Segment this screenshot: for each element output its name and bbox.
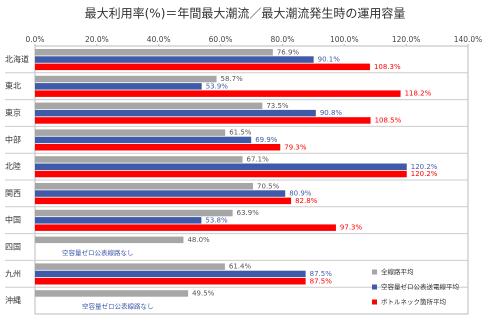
x-tick-label: 120.0% — [392, 35, 421, 44]
y-tick-label: 関西 — [5, 189, 21, 198]
value-label: 58.7% — [221, 75, 244, 83]
legend-label: ボトルネック箇所平均 — [381, 297, 447, 306]
bar — [35, 270, 306, 278]
value-label: 87.5% — [310, 277, 333, 285]
y-tick-label: 中国 — [5, 215, 21, 225]
x-tick-label: 60.0% — [209, 35, 233, 44]
bar — [35, 236, 184, 244]
legend-marker — [372, 299, 377, 305]
bar — [35, 290, 189, 297]
value-label: 76.9% — [277, 48, 300, 56]
x-tick-label: 140.0% — [454, 35, 483, 44]
bar — [35, 183, 254, 190]
y-tick-label: 北陸 — [5, 161, 21, 171]
value-label: 108.5% — [375, 116, 402, 124]
y-tick-label: 四国 — [5, 243, 21, 252]
bar — [35, 109, 316, 117]
value-label: 61.4% — [229, 263, 252, 271]
bar — [35, 129, 226, 136]
bar — [35, 90, 401, 97]
legend-label: 空容量ゼロ公表送電線平均 — [381, 282, 460, 291]
bar — [35, 144, 281, 151]
value-label: 67.1% — [247, 155, 270, 163]
bar — [35, 63, 370, 71]
value-label: 97.3% — [340, 224, 363, 232]
value-label: 70.5% — [257, 182, 280, 190]
bar — [35, 75, 217, 83]
bar — [35, 190, 286, 197]
x-tick-label: 20.0% — [85, 35, 109, 44]
x-tick-label: 100.0% — [330, 35, 359, 44]
value-label: 53.9% — [206, 82, 229, 90]
y-tick-label: 沖縄 — [5, 295, 21, 305]
value-label: 90.1% — [318, 56, 341, 64]
x-tick-label: 80.0% — [271, 35, 295, 44]
value-label: 118.2% — [405, 90, 432, 98]
bar — [35, 217, 202, 224]
bar — [35, 136, 252, 144]
bar — [35, 156, 243, 163]
bar — [35, 83, 202, 90]
bar — [35, 117, 371, 124]
bar — [35, 102, 263, 110]
annotation: 空容量ゼロ公表線路なし — [62, 248, 134, 257]
y-tick-label: 東北 — [5, 81, 21, 91]
value-label: 48.0% — [187, 236, 210, 244]
bar — [35, 197, 292, 205]
value-label: 87.5% — [310, 270, 333, 278]
bar — [35, 170, 407, 178]
chart-title: 最大利用率(%)＝年間最大潮流／最大潮流発生時の運用容量 — [85, 6, 406, 21]
bar — [35, 263, 225, 270]
bar — [35, 163, 407, 170]
value-label: 90.8% — [320, 109, 343, 117]
value-label: 120.2% — [411, 163, 438, 171]
legend-label: 全線路平均 — [381, 267, 414, 276]
bar — [35, 49, 273, 56]
annotation: 空容量ゼロ公表線路なし — [82, 302, 154, 311]
bar — [35, 209, 233, 217]
y-tick-label: 北海道 — [5, 54, 29, 64]
x-tick-label: 40.0% — [147, 35, 171, 44]
value-label: 61.5% — [229, 129, 252, 137]
legend-marker — [372, 284, 377, 290]
y-tick-label: 中部 — [5, 134, 21, 144]
value-label: 108.3% — [374, 63, 401, 71]
value-label: 73.5% — [266, 102, 289, 110]
bar — [35, 224, 336, 231]
value-label: 69.9% — [255, 136, 278, 144]
value-label: 63.9% — [237, 209, 260, 217]
value-label: 79.3% — [284, 143, 307, 151]
value-label: 53.8% — [205, 216, 228, 224]
y-tick-label: 東京 — [5, 108, 21, 118]
value-label: 82.8% — [295, 197, 318, 205]
bar — [35, 56, 314, 63]
y-tick-label: 九州 — [5, 269, 21, 278]
legend-marker — [372, 269, 377, 275]
value-label: 120.2% — [411, 170, 438, 178]
x-tick-label: 0.0% — [25, 35, 44, 44]
value-label: 49.5% — [192, 289, 215, 297]
bar — [35, 278, 306, 285]
value-label: 80.9% — [289, 190, 312, 198]
